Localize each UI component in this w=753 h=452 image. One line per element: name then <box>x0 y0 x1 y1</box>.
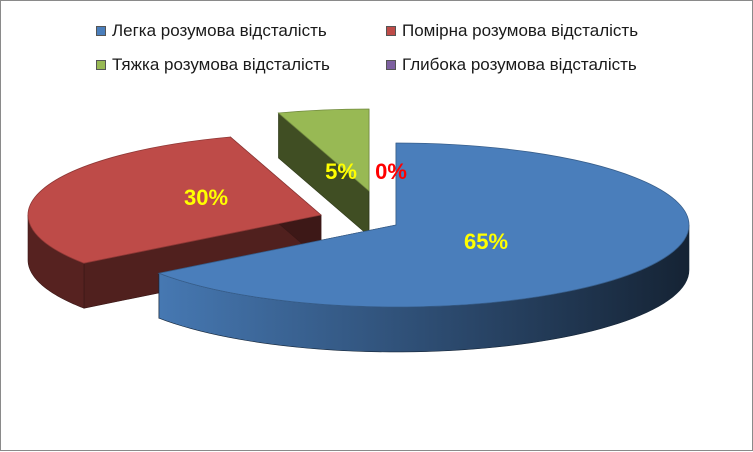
legend-swatch-severe <box>96 60 106 70</box>
legend-item-mild: Легка розумова відсталість <box>96 21 386 41</box>
pie-slice-severe-top <box>277 108 370 192</box>
data-label-mild: 65% <box>464 229 508 254</box>
legend-item-severe: Тяжка розумова відсталість <box>96 55 386 75</box>
legend: Легка розумова відсталість Помірна розум… <box>96 21 696 75</box>
pie-slice-mild <box>157 142 690 353</box>
data-label-profound: 0% <box>375 159 407 184</box>
legend-swatch-mild <box>96 26 106 36</box>
legend-swatch-moderate <box>386 26 396 36</box>
data-label-moderate: 30% <box>184 185 228 210</box>
legend-item-profound: Глибока розумова відсталість <box>386 55 676 75</box>
pie-slice-moderate <box>27 136 322 309</box>
data-label-severe: 5% <box>325 159 357 184</box>
legend-item-moderate: Помірна розумова відсталість <box>386 21 676 41</box>
pie-slice-severe <box>277 108 370 237</box>
legend-swatch-profound <box>386 60 396 70</box>
pie-slice-mild-top <box>157 142 690 308</box>
legend-label-mild: Легка розумова відсталість <box>112 21 327 40</box>
legend-label-severe: Тяжка розумова відсталість <box>112 55 330 74</box>
legend-label-moderate: Помірна розумова відсталість <box>402 21 639 40</box>
pie-slice-moderate-top <box>27 136 322 264</box>
legend-label-profound: Глибока розумова відсталість <box>402 55 637 74</box>
